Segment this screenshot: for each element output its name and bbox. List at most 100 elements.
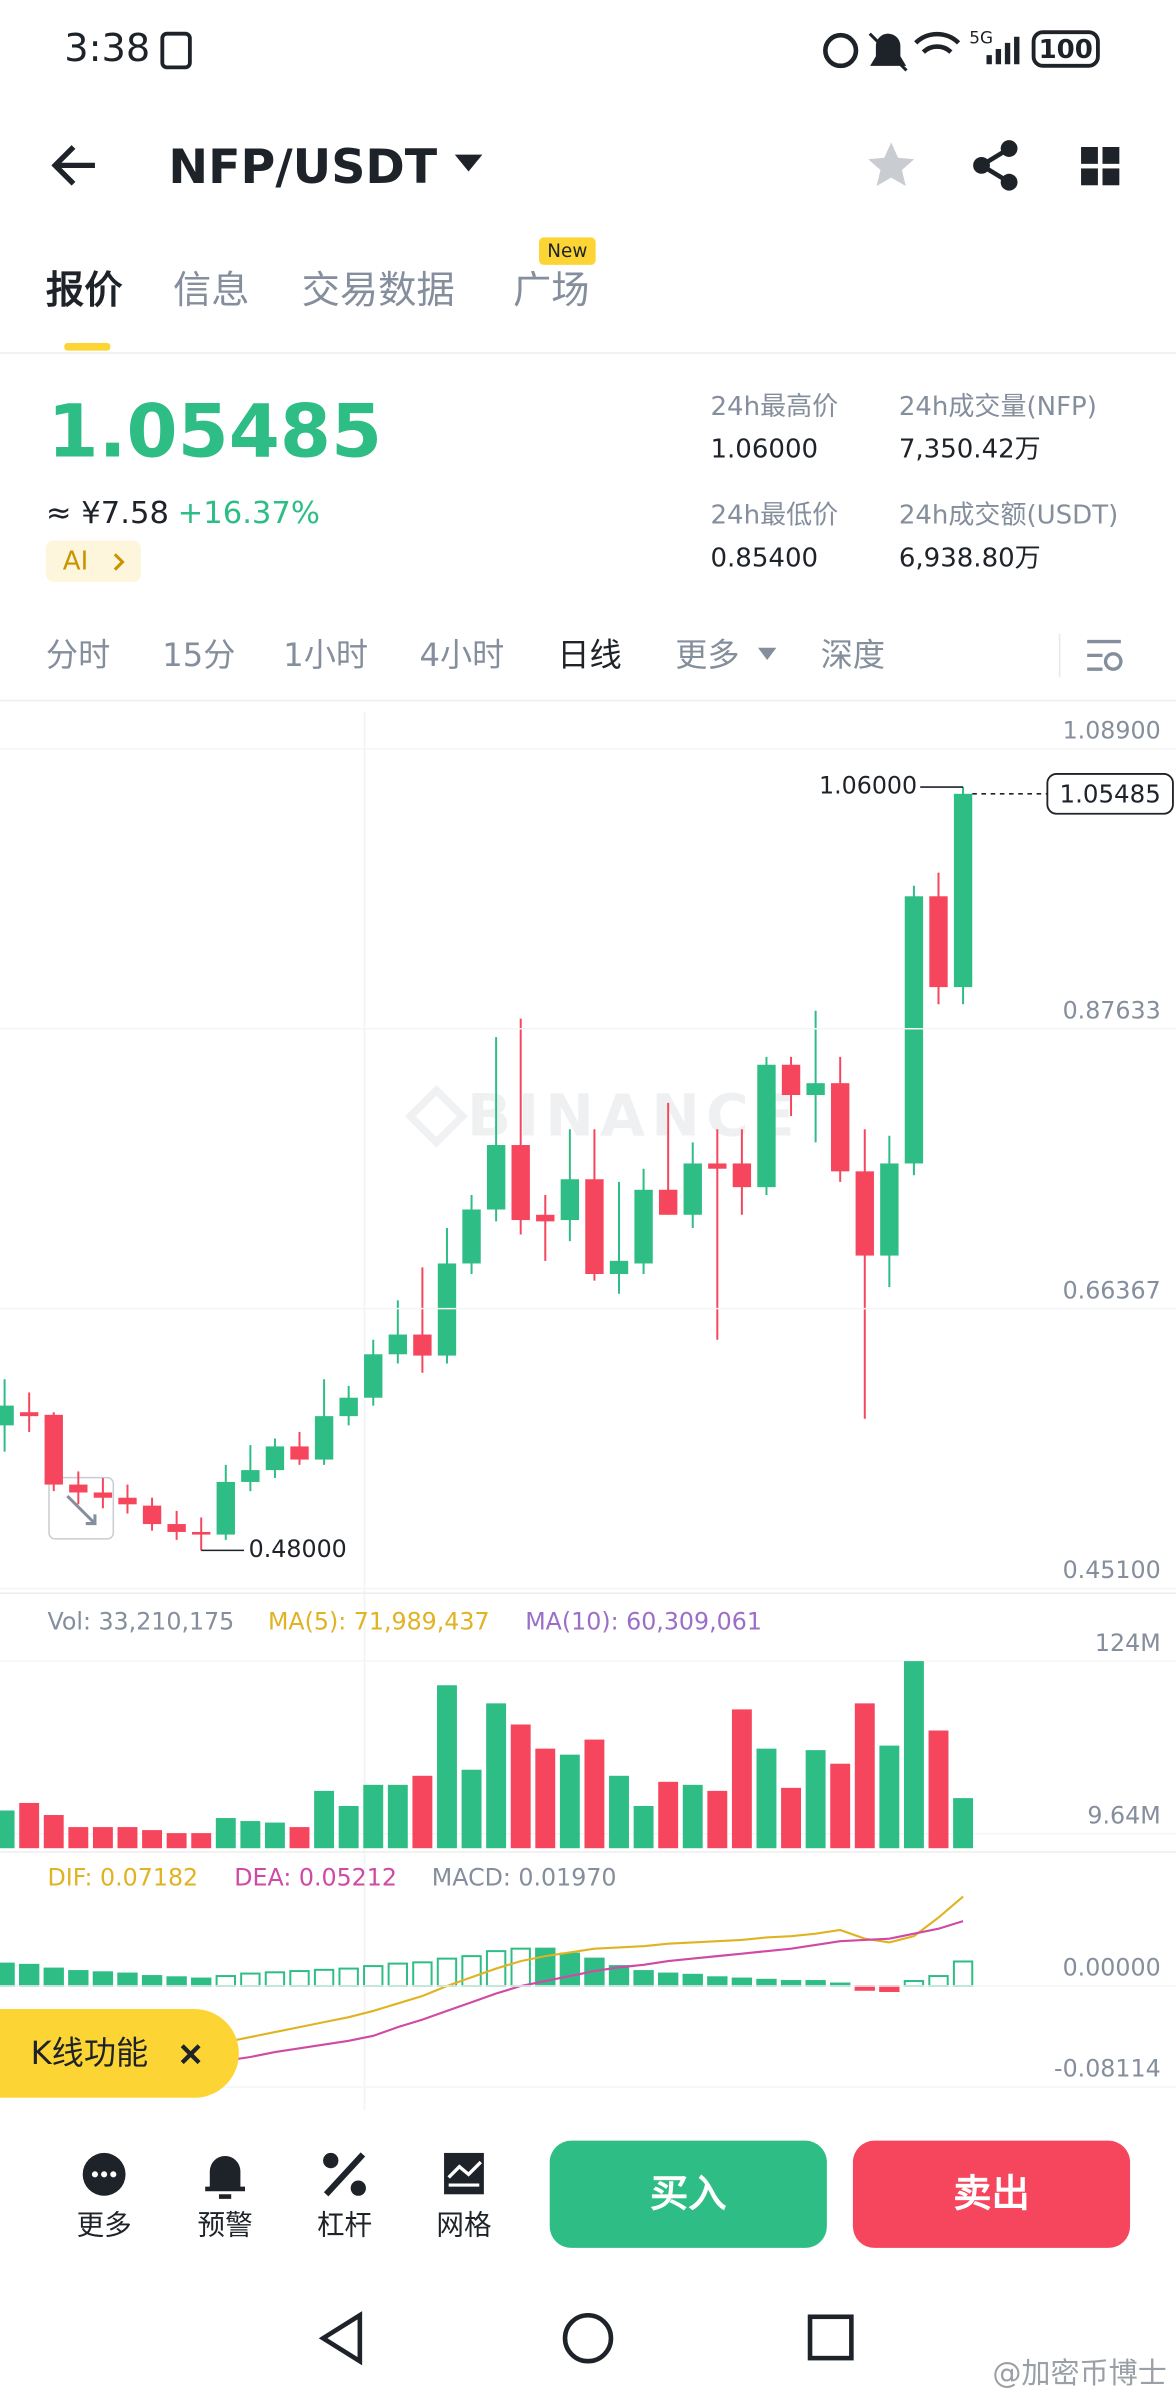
kline-button-text[interactable]: K线功能	[31, 2034, 149, 2072]
candle-body	[880, 1163, 899, 1256]
kline-button[interactable]	[0, 2009, 239, 2098]
volume-bar	[215, 1818, 236, 1849]
volume-bar	[166, 1833, 187, 1849]
macd-bar	[731, 1977, 753, 1988]
cny-price: ≈ ¥7.58	[46, 496, 169, 531]
volume-bar	[92, 1827, 113, 1849]
favorite-button[interactable]	[868, 142, 915, 187]
volume-bar	[363, 1784, 384, 1849]
pair-caret[interactable]	[454, 154, 483, 172]
interval[interactable]: 1小时	[283, 636, 368, 674]
candle-body	[708, 1163, 727, 1169]
y-tick-label: -0.08114	[1054, 2055, 1161, 2083]
battery-icon	[1031, 30, 1100, 68]
interval[interactable]: 更多	[675, 636, 739, 674]
interval[interactable]: 分时	[46, 636, 110, 674]
pair-title[interactable]: NFP/USDT	[168, 140, 437, 195]
volume-bar	[19, 1802, 40, 1849]
candle-body	[658, 1189, 678, 1215]
dif-label: DIF: 0.07182	[47, 1863, 198, 1891]
tab-active[interactable]: 报价	[46, 268, 123, 313]
interval[interactable]: 15分	[162, 636, 235, 674]
macd-bar	[559, 1952, 581, 1988]
toolbar-label[interactable]: 更多	[77, 2209, 132, 2241]
back-button[interactable]	[51, 145, 95, 186]
volume-bar	[0, 1810, 15, 1849]
interval-active[interactable]: 日线	[557, 636, 621, 674]
leverage-icon[interactable]	[323, 2152, 366, 2197]
macd-bar	[289, 1970, 310, 1988]
volume-bar	[953, 1798, 974, 1849]
wifi-icon	[914, 31, 961, 54]
candle-body	[216, 1481, 235, 1535]
y-tick-label: 0.66367	[1063, 1276, 1161, 1304]
ai-badge-text[interactable]: AI	[63, 546, 88, 576]
price-change: +16.37%	[178, 496, 320, 531]
sell-button[interactable]	[852, 2140, 1131, 2248]
y-tick-label: 0.45100	[1063, 1556, 1161, 1584]
candle-body	[0, 1405, 14, 1426]
y-tick-label: 0.00000	[1063, 1954, 1161, 1982]
candle-body	[634, 1189, 653, 1264]
buy-button[interactable]	[549, 2140, 827, 2248]
toolbar-label[interactable]: 预警	[198, 2209, 253, 2241]
watermark-logo	[404, 1084, 468, 1148]
ai-badge[interactable]	[45, 540, 141, 582]
tab[interactable]: 交易数据	[302, 268, 455, 313]
candle-body	[904, 896, 924, 1164]
volume-bar	[338, 1805, 359, 1849]
macd-bar	[313, 1968, 335, 1988]
candle-body	[732, 1163, 752, 1188]
min-label: 0.48000	[249, 1535, 347, 1563]
candle-body	[609, 1260, 629, 1275]
chart-settings[interactable]	[1087, 639, 1123, 671]
macd-bar	[657, 1972, 679, 1988]
volume-bar	[658, 1781, 679, 1849]
interval[interactable]: 4小时	[420, 636, 505, 674]
candle-body	[93, 1492, 113, 1498]
candle-body	[192, 1531, 211, 1535]
candle-body	[683, 1163, 702, 1215]
y-tick-label: 0.87633	[1063, 996, 1161, 1024]
interval[interactable]: 深度	[821, 636, 885, 674]
volume-bar	[854, 1703, 875, 1849]
candle-body	[855, 1171, 874, 1256]
volume-bar	[707, 1790, 728, 1849]
macd-bar	[92, 1971, 114, 1988]
volume-bar	[510, 1724, 531, 1849]
y-tick-label: 1.08900	[1063, 717, 1161, 745]
toolbar-label[interactable]: 杠杆	[317, 2209, 372, 2241]
tab-indicator	[64, 342, 111, 351]
volume-bar	[781, 1787, 801, 1849]
weibo-watermark: @加密币博士	[992, 2356, 1166, 2390]
volume-bar	[142, 1830, 163, 1849]
ai-chevron	[113, 553, 125, 571]
alert-icon[interactable]	[205, 2155, 246, 2199]
tab[interactable]: 信息	[173, 268, 250, 313]
tab[interactable]: 广场	[513, 268, 590, 313]
volume-ma5: MA(5): 71,989,437	[268, 1608, 490, 1636]
watermark: BINANCE	[467, 1081, 801, 1149]
y-tick-label: 9.64M	[1087, 1801, 1160, 1829]
macd-bar	[461, 1955, 482, 1988]
candle-body	[953, 793, 973, 988]
macd-bar	[68, 1970, 89, 1988]
grid-icon[interactable]	[444, 2152, 484, 2195]
toolbar-label[interactable]: 网格	[436, 2209, 491, 2241]
layout-button[interactable]	[1081, 146, 1120, 186]
share-button[interactable]	[973, 140, 1018, 191]
nav-back[interactable]	[318, 2311, 363, 2366]
nav-home[interactable]	[562, 2312, 614, 2364]
more-icon[interactable]	[82, 2152, 126, 2196]
nav-recents[interactable]	[807, 2314, 854, 2361]
macd-bar	[412, 1961, 433, 1988]
macd-bar	[264, 1971, 286, 1988]
plot: BINANCE 1.06000 0.48000 1.08900 0.87633 0.663…	[0, 717, 1176, 2088]
stat-value: 6,938.80万	[899, 543, 1041, 573]
buy-text[interactable]: 买入	[650, 2171, 727, 2216]
stat-value: 7,350.42万	[899, 435, 1041, 465]
candle-body	[462, 1209, 481, 1264]
sell-text[interactable]: 卖出	[953, 2171, 1030, 2216]
kline-close[interactable]	[180, 2044, 201, 2065]
